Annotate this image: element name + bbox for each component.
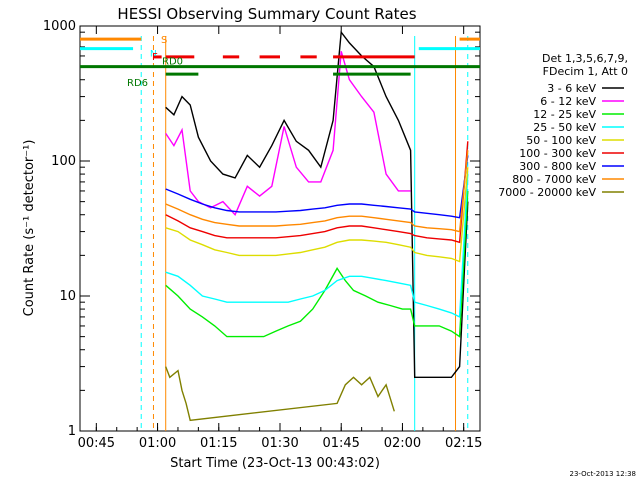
y-tick-label-0: 1 <box>68 424 76 439</box>
legend-label-2: 12 - 25 keV <box>533 108 596 121</box>
state-bar-label-3: RD0 <box>162 57 183 68</box>
legend-label-7: 800 - 7000 keV <box>512 173 596 186</box>
state-bar-label-0: S <box>161 35 167 46</box>
legend-label-3: 25 - 50 keV <box>533 121 596 134</box>
y-tick-label-1: 10 <box>59 289 76 304</box>
x-tick-label-1: 01:00 <box>139 436 176 451</box>
x-tick-label-6: 02:15 <box>445 436 482 451</box>
x-tick-label-2: 01:15 <box>200 436 237 451</box>
state-bar-label-1: N <box>150 50 157 60</box>
series-line-0 <box>165 30 469 378</box>
legend-label-8: 7000 - 20000 keV <box>498 186 596 199</box>
x-tick-label-4: 01:45 <box>322 436 359 451</box>
series-line-7 <box>165 150 469 233</box>
plot-area: 00:45 01:00 01:15 01:30 01:45 02:00 02:15 1 10 10… <box>43 19 483 451</box>
legend-label-4: 50 - 100 keV <box>526 134 596 147</box>
x-tick-label-5: 02:00 <box>384 436 421 451</box>
series-line-2 <box>165 190 469 338</box>
state-bar-label-2: F <box>152 52 158 63</box>
y-tick-label-3: 1000 <box>43 19 76 34</box>
legend-label-0: 3 - 6 keV <box>547 82 596 95</box>
series-line-8 <box>165 366 395 422</box>
x-tick-label-0: 00:45 <box>78 436 115 451</box>
y-tick-label-2: 100 <box>51 154 76 169</box>
series-line-3 <box>165 174 469 318</box>
series-line-1 <box>165 51 411 216</box>
legend-header-0: Det 1,3,5,6,7,9, <box>542 52 628 65</box>
series-line-4 <box>165 167 469 263</box>
x-axis-label: Start Time (23-Oct-13 00:43:02) <box>170 456 380 471</box>
footer-timestamp: 23-Oct-2013 12:38 <box>570 470 636 478</box>
state-bar-label-4: RD6 <box>127 78 148 89</box>
legend-label-5: 100 - 300 keV <box>519 147 596 160</box>
x-tick-label-3: 01:30 <box>261 436 298 451</box>
series-line-6 <box>165 155 469 219</box>
legend: Det 1,3,5,6,7,9,FDecim 1, Att 0 3 - 6 keV… <box>498 52 628 199</box>
chart-title: HESSI Observing Summary Count Rates <box>117 5 416 23</box>
y-axis-label: Count Rate (s⁻¹ detector⁻¹) <box>22 140 37 317</box>
series-line-5 <box>165 141 469 244</box>
legend-header-1: FDecim 1, Att 0 <box>543 65 628 78</box>
legend-label-6: 300 - 800 keV <box>519 160 596 173</box>
legend-label-1: 6 - 12 keV <box>540 95 596 108</box>
